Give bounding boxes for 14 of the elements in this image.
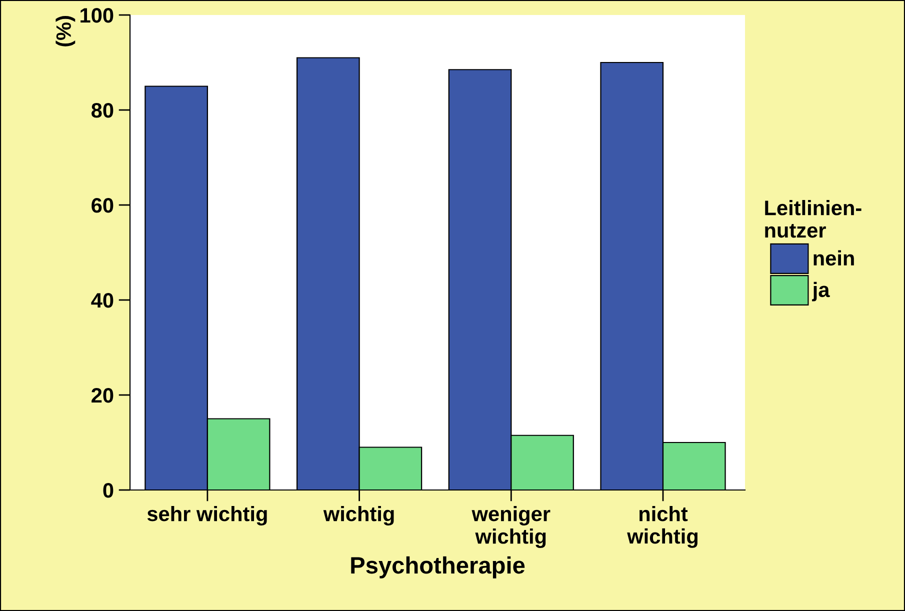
x-tick-label: nicht wichtig (627, 506, 698, 548)
legend-label: nein (814, 250, 854, 266)
x-tick-label: wichtig (323, 506, 394, 526)
legend-label: ja (812, 282, 830, 302)
x-tick-label: weniger wichtig (472, 506, 550, 548)
x-axis-title: Psychotherapie (351, 556, 525, 578)
y-tick-label: 40 (91, 293, 114, 308)
y-tick-label: 80 (92, 103, 114, 118)
y-tick-label: 100 (80, 8, 114, 23)
y-tick-label: 0 (103, 483, 114, 498)
y-axis-title: (%) (56, 16, 76, 46)
y-tick-label: 20 (92, 388, 114, 403)
x-tick-label: sehr wichtig (147, 506, 267, 526)
y-tick-label: 60 (92, 198, 114, 213)
